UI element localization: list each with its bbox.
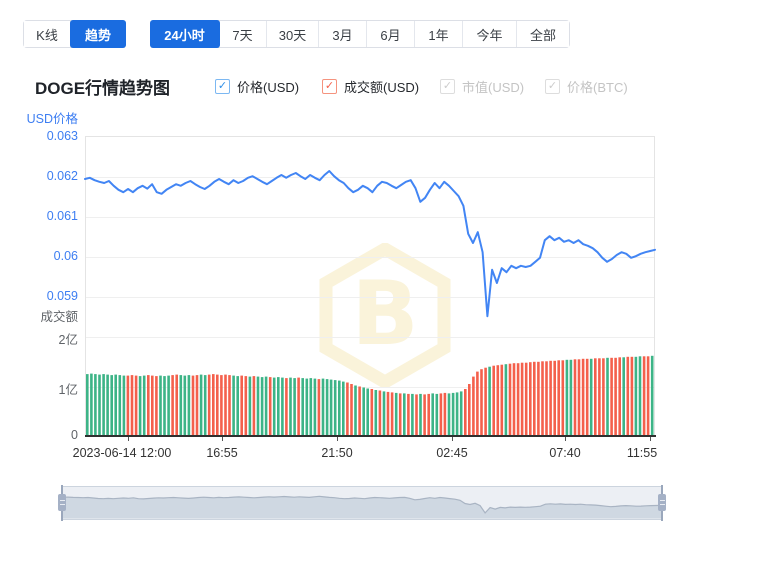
svg-text:B: B	[351, 262, 418, 365]
tab-kline[interactable]: K线	[24, 21, 71, 47]
legend-marketcap-usd[interactable]: ✓ 市值(USD)	[440, 77, 524, 96]
checkbox-marketcap-usd[interactable]: ✓	[440, 79, 455, 94]
tab-30d[interactable]: 30天	[267, 21, 319, 47]
x-axis-tick	[337, 437, 338, 441]
gridline-volume-2e	[86, 337, 654, 338]
gridline-volume-1e	[86, 387, 654, 388]
legend-price-usd-label: 价格(USD)	[237, 80, 300, 95]
navigator-left-grip[interactable]	[58, 494, 66, 511]
price-tick-006: 0.06	[53, 249, 78, 263]
x-label-0245: 02:45	[436, 446, 468, 460]
x-axis-tick	[452, 437, 453, 441]
tab-7d[interactable]: 7天	[219, 21, 267, 47]
price-tick-0061: 0.061	[46, 209, 78, 223]
x-axis-tick	[128, 437, 129, 441]
checkbox-price-btc[interactable]: ✓	[545, 79, 560, 94]
legend-price-btc[interactable]: ✓ 价格(BTC)	[545, 77, 628, 96]
volume-axis-title: 成交额	[40, 310, 78, 324]
legend-marketcap-usd-label: 市值(USD)	[462, 80, 525, 95]
x-axis-line	[85, 435, 656, 437]
tab-trend[interactable]: 趋势	[70, 20, 126, 48]
price-tick-0063: 0.063	[46, 129, 78, 143]
time-range-tabs: 24小时 7天 30天 3月 6月 1年 今年 全部	[150, 20, 570, 48]
x-label-start: 2023-06-14 12:00	[72, 446, 172, 460]
volume-tick-1e: 1亿	[58, 383, 78, 397]
x-label-0740: 07:40	[549, 446, 581, 460]
price-tick-0062: 0.062	[46, 169, 78, 183]
tab-all[interactable]: 全部	[517, 21, 569, 47]
gridline-price-0061	[86, 217, 654, 218]
checkbox-volume-usd[interactable]: ✓	[322, 79, 337, 94]
x-label-1155: 11:55	[626, 446, 658, 460]
page-title: DOGE行情趋势图	[35, 79, 171, 98]
price-tick-0059: 0.059	[46, 289, 78, 303]
chart-type-tabs: K线 趋势	[23, 20, 126, 48]
checkbox-price-usd[interactable]: ✓	[215, 79, 230, 94]
x-label-2150: 21:50	[321, 446, 353, 460]
price-axis-title: USD价格	[26, 112, 78, 126]
tab-3m[interactable]: 3月	[319, 21, 367, 47]
legend-volume-usd[interactable]: ✓ 成交额(USD)	[322, 77, 419, 96]
plot-frame	[85, 136, 655, 436]
x-axis-tick	[222, 437, 223, 441]
navigator-right-grip[interactable]	[658, 494, 666, 511]
x-axis-tick	[565, 437, 566, 441]
tab-6m[interactable]: 6月	[367, 21, 415, 47]
gridline-price-0062	[86, 177, 654, 178]
tab-24h[interactable]: 24小时	[150, 20, 220, 48]
x-label-1655: 16:55	[206, 446, 238, 460]
x-axis-tick	[650, 437, 651, 441]
legend-volume-usd-label: 成交额(USD)	[344, 80, 420, 95]
gridline-price-006	[86, 257, 654, 258]
tab-1y[interactable]: 1年	[415, 21, 463, 47]
volume-tick-0: 0	[71, 428, 78, 442]
legend-price-btc-label: 价格(BTC)	[567, 80, 628, 95]
volume-tick-2e: 2亿	[58, 333, 78, 347]
legend-price-usd[interactable]: ✓ 价格(USD)	[215, 77, 299, 96]
gridline-price-0059	[86, 297, 654, 298]
tab-ytd[interactable]: 今年	[463, 21, 517, 47]
site-watermark-logo: B	[319, 243, 451, 388]
